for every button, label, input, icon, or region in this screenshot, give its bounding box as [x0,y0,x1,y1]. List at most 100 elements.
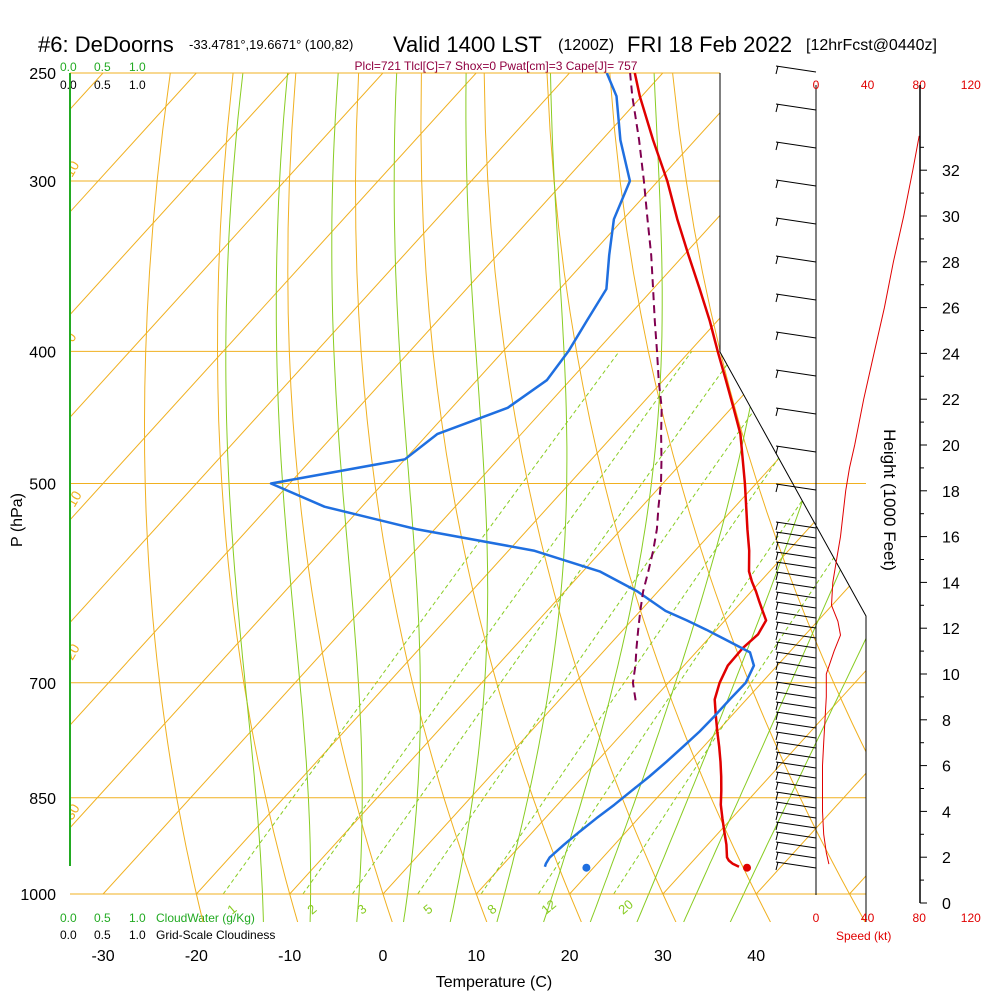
dry-adiabat [899,0,1000,923]
wind-barb [776,632,816,638]
wind-barb [776,672,816,678]
wind-barb-feather [776,552,778,560]
wind-barb-feather [776,772,778,780]
isotherm-line [0,0,596,894]
wind-barb-feather [776,722,778,730]
wind-barb [776,66,816,72]
wind-barb-feather [776,672,778,680]
y-axis-title: P (hPa) [9,493,26,547]
speed-tick-top-0: 0 [813,78,820,92]
height-tick-26: 26 [942,301,960,318]
wind-speed-line [823,136,920,864]
dry-adiabat [545,0,771,923]
wind-barb [776,562,816,568]
isotherm-line [0,0,223,894]
isotherm-label: 10 [61,158,83,180]
height-tick-6: 6 [942,759,951,776]
wind-barb [776,762,816,768]
wind-barb-feather [776,752,778,760]
temp-tick-0: 0 [379,948,388,965]
cloudwater-tick-05: 0.5 [94,60,111,74]
height-tick-0: 0 [942,896,951,913]
wind-barb [776,582,816,588]
temp-tick--20: -20 [185,948,208,965]
isotherm-line [0,0,410,894]
mixing-ratio-label: 20 [615,897,636,918]
speed-tick-bottom-0: 0 [813,911,820,925]
cloudiness-tick-0: 0.0 [60,78,77,92]
height-tick-30: 30 [942,209,960,226]
pressure-tick-850: 850 [29,791,56,808]
wind-barb [776,572,816,578]
temp-tick--10: -10 [278,948,301,965]
station-coords: -33.4781°,19.6671° (100,82) [189,37,353,52]
wind-barb [776,792,816,798]
cloudwater-tick-05-b: 0.5 [94,911,111,925]
mixing-ratio-label: 5 [420,901,435,917]
cloudwater-label: CloudWater (g/Kg) [156,911,255,925]
wind-barb-feather [776,256,778,264]
wind-barb [776,522,816,528]
dry-adiabat [605,0,866,923]
wind-barb-feather [776,622,778,630]
speed-tick-top-40: 40 [861,78,875,92]
wind-barb-feather [776,612,778,620]
wind-barb-feather [776,218,778,226]
dry-adiabat [722,0,1000,923]
cloudiness-tick-05-b: 0.5 [94,928,111,942]
temp-tick-40: 40 [747,948,765,965]
wind-barb-feather [776,642,778,650]
mixing-ratio-line [352,351,736,894]
cloudiness-scale-bottom: 0.0 0.5 1.0 Grid-Scale Cloudiness [60,928,275,942]
wind-barb-feather [776,692,778,700]
wind-barb [776,782,816,788]
isotherm-label: 10 [741,359,771,389]
isotherm-line [0,0,503,894]
surface-temperature-dot [743,864,751,872]
wind-barb [776,662,816,668]
wind-barb [776,712,816,718]
wind-barb-feather [776,408,778,416]
wind-barb [776,622,816,628]
wind-barb-feather [776,370,778,378]
temp-tick-30: 30 [654,948,672,965]
wind-barb [776,532,816,538]
wind-barb [776,842,816,848]
wind-barb-feather [776,66,778,74]
wind-barb-feather [776,602,778,610]
cloudwater-scale-bottom: 0.0 0.5 1.0 CloudWater (g/Kg) [60,911,255,925]
pressure-tick-1000: 1000 [20,887,56,904]
wind-barb-feather [776,582,778,590]
forecast-label: [12hrFcst@0440z] [806,37,937,54]
height-tick-14: 14 [942,575,960,592]
height-tick-18: 18 [942,484,960,501]
wind-barb [776,692,816,698]
dewpoint-profile [271,73,754,867]
wind-barb-feather [776,542,778,550]
wind-barb-feather [776,446,778,454]
wind-barb [776,602,816,608]
speed-axis-title: Speed (kt) [836,929,891,943]
wind-barb [776,652,816,658]
height-axis-title: Height (1000 Feet) [880,429,899,571]
wind-barb [776,332,816,338]
wind-barb-feather [776,792,778,800]
mixing-ratio-label: 12 [538,897,559,918]
speed-tick-bottom-120: 120 [961,911,981,925]
mixing-ratio-label: 8 [484,901,499,917]
wind-barb [776,772,816,778]
wind-barb [776,294,816,300]
wind-barb-feather [776,852,778,860]
isotherm-label: 30 [834,532,864,562]
wind-barb-feather [776,142,778,150]
dry-adiabat [145,0,204,923]
height-tick-24: 24 [942,346,960,363]
dry-adiabat [421,0,582,923]
mixing-ratio-label: 2 [304,901,319,917]
cloudiness-label: Grid-Scale Cloudiness [156,928,275,942]
moist-adiabat [730,0,1000,923]
wind-barb [776,104,816,110]
